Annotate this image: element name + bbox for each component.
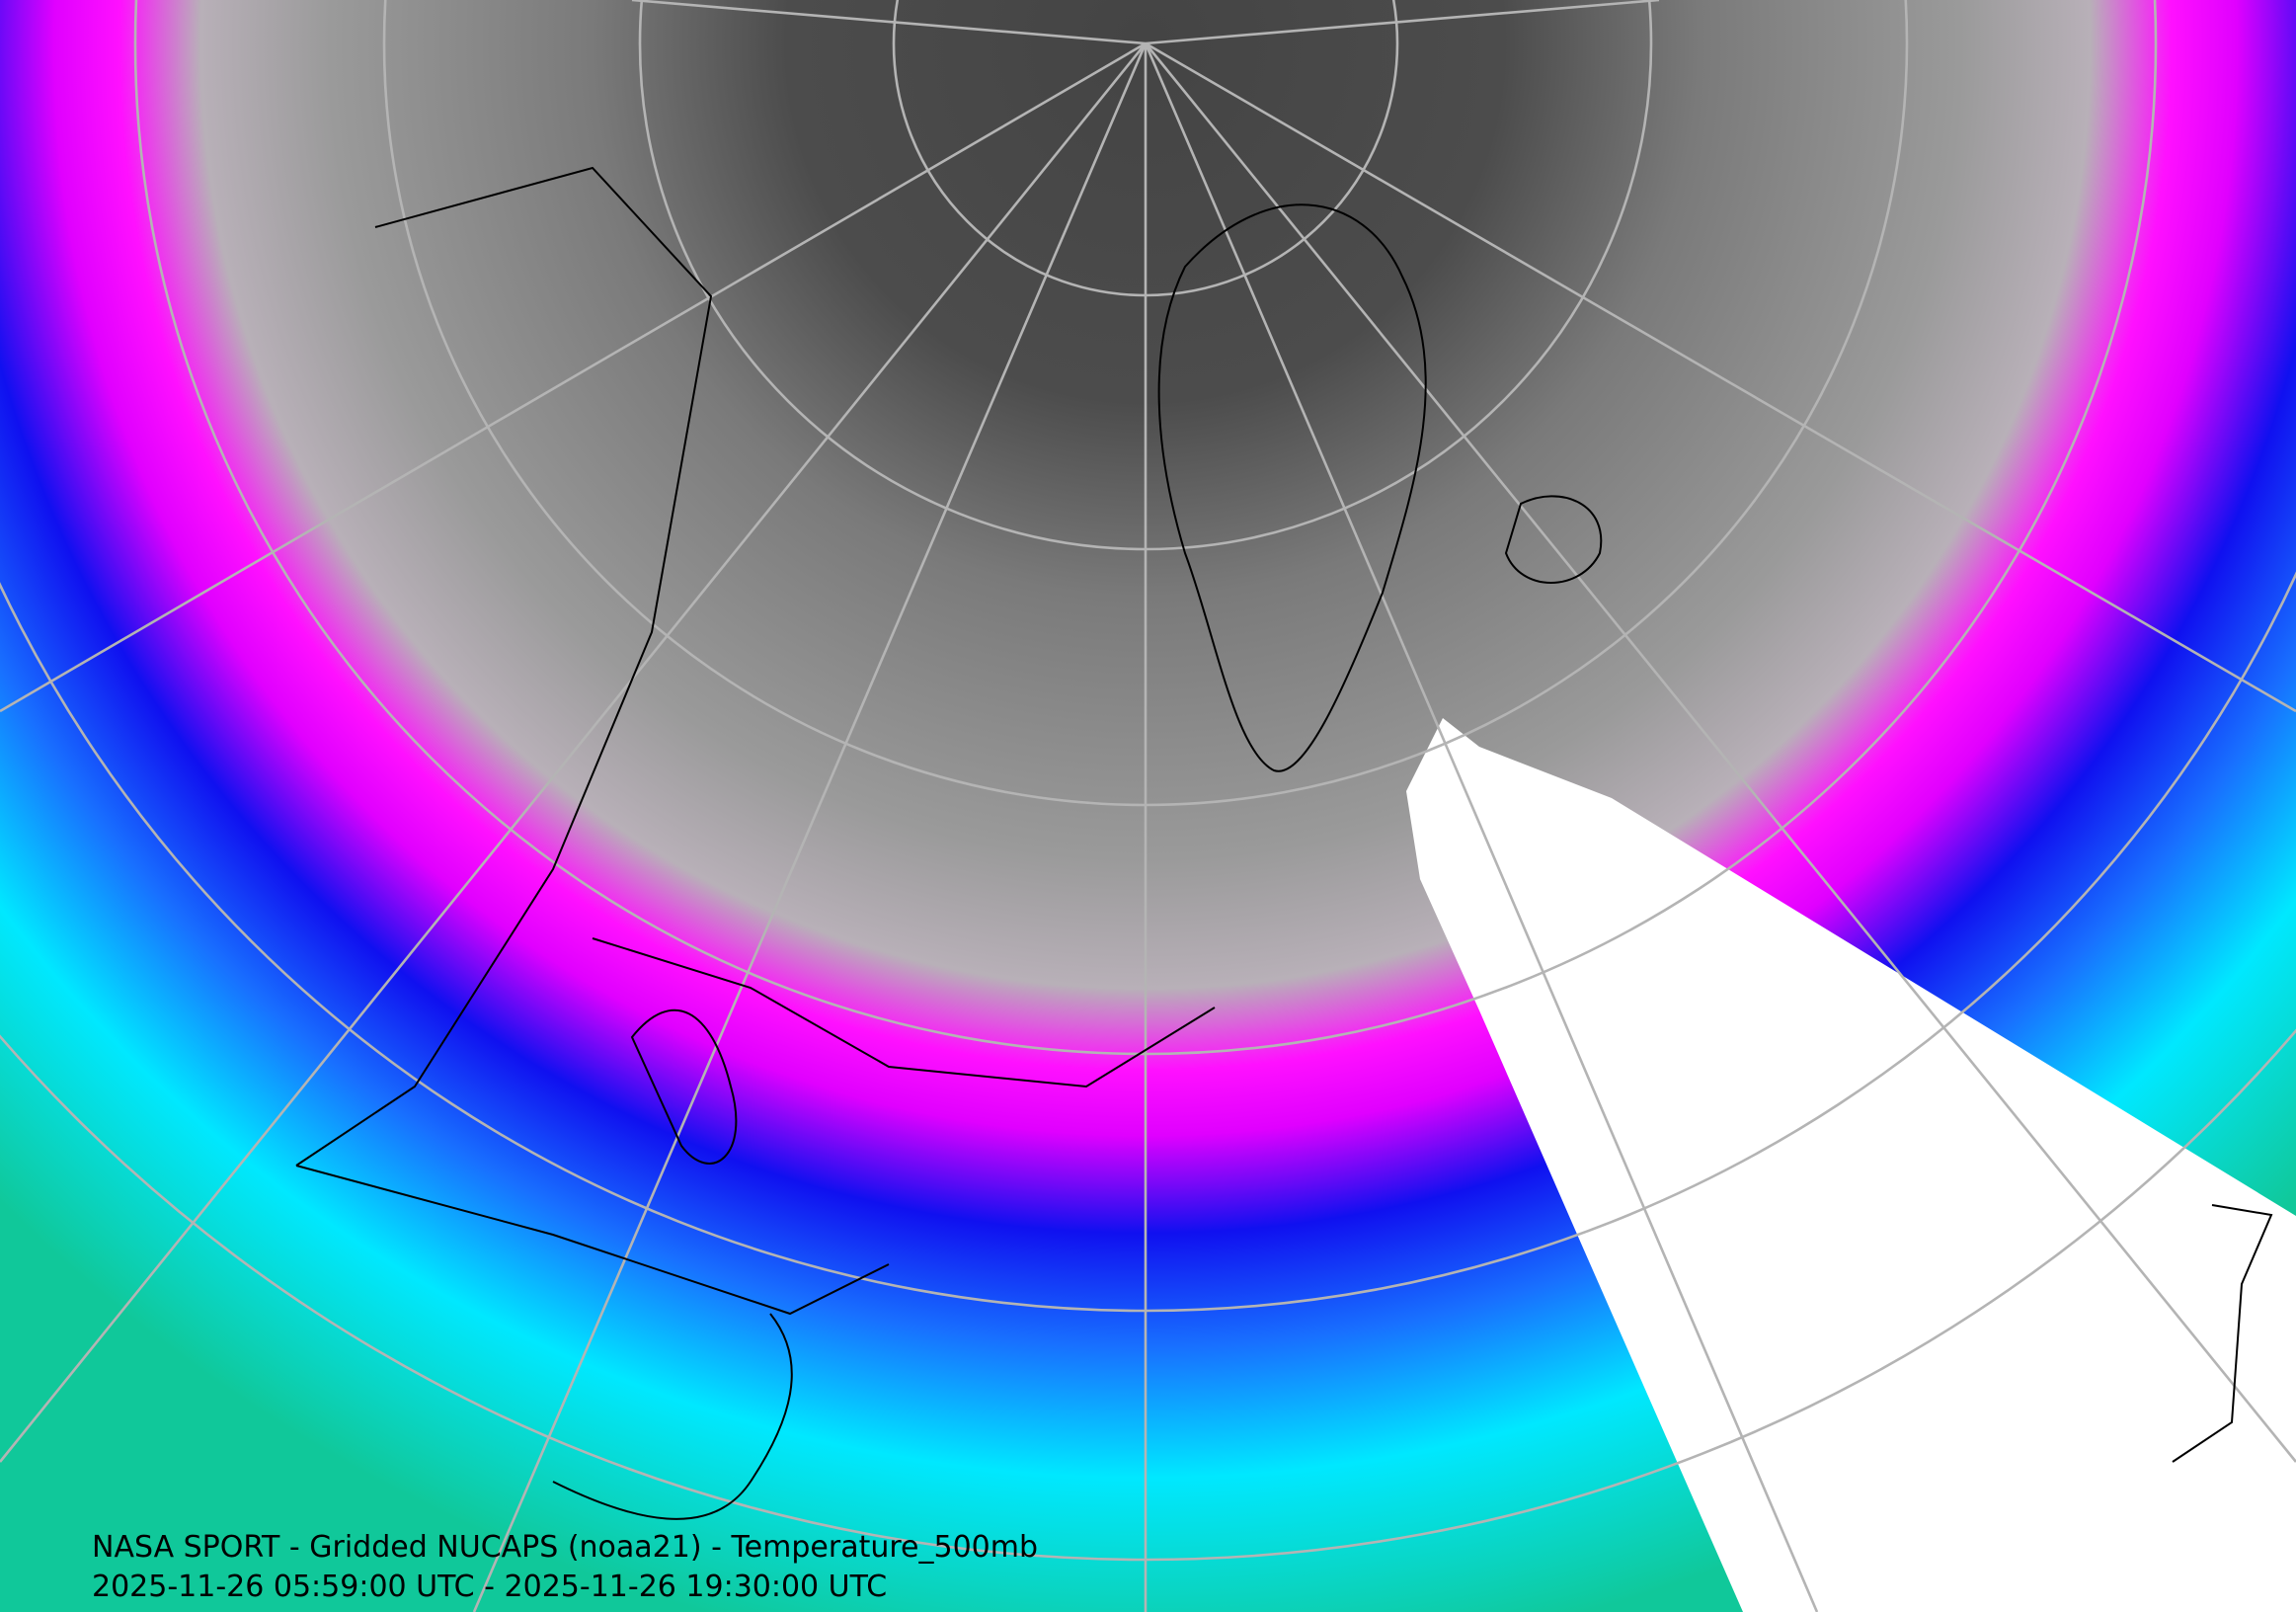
meridian [1144,42,1819,1612]
coastlines [295,166,2273,1520]
coast [552,1313,793,1520]
meridian [0,41,1147,713]
meridian [0,42,1148,1463]
meridian [631,0,1147,45]
meridian [1145,41,2296,713]
meridian [472,42,1148,1612]
time-range: 2025-11-26 05:59:00 UTC - 2025-11-26 19:… [92,1570,887,1604]
coast [2172,1204,2273,1463]
greenland [1157,203,1427,772]
meridian [1144,42,2296,1463]
no-data-region [1406,718,2296,1612]
border [295,937,1216,1316]
great-lakes [630,1008,738,1165]
meridian [1145,0,1660,45]
border [295,166,713,1167]
map-title: NASA SPORT - Gridded NUCAPS (noaa21) - T… [92,1530,1038,1565]
iceland [1504,495,1603,584]
